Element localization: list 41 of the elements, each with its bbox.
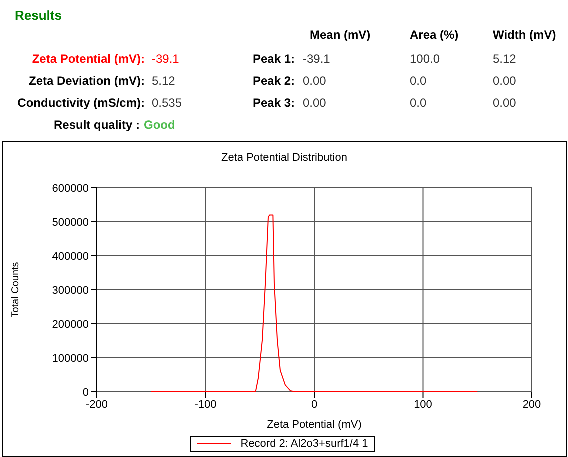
- y-tick-label: 200000: [52, 318, 89, 331]
- text: Conductivity (mS/cm):: [18, 96, 145, 110]
- text: Area (%): [410, 28, 459, 42]
- y-axis-title: Total Counts: [10, 262, 22, 318]
- y-tick-label: 100000: [52, 352, 89, 365]
- text: 0.0: [410, 96, 427, 110]
- text: Good: [144, 118, 176, 132]
- text: Zeta Deviation (mV):: [28, 74, 145, 88]
- line-series: [150, 214, 478, 392]
- y-tick-label: 0: [82, 386, 89, 399]
- y-tick-label: 600000: [52, 182, 89, 195]
- text: Results: [15, 8, 62, 23]
- y-tick-label: 400000: [52, 250, 89, 263]
- chart-title: Zeta Potential Distribution: [220, 152, 348, 164]
- y-tick-label: 500000: [52, 216, 89, 229]
- text: -39.1: [152, 52, 180, 66]
- text: Peak 1:: [252, 52, 295, 66]
- x-tick-label: -100: [194, 398, 217, 411]
- text: 0.535: [152, 96, 182, 110]
- text: Peak 2:: [252, 74, 295, 88]
- text: 100.0: [410, 52, 440, 66]
- text: Peak 3:: [252, 96, 295, 110]
- x-tick-label: -200: [86, 398, 108, 411]
- x-tick-label: 0: [311, 398, 318, 411]
- text: 0.00: [493, 96, 516, 110]
- x-tick-label: 100: [414, 398, 432, 411]
- text: 5.12: [152, 74, 176, 88]
- x-tick-label: 200: [522, 398, 542, 411]
- y-tick-label: 300000: [52, 284, 89, 297]
- x-axis-title: Zeta Potential (mV): [267, 419, 362, 431]
- text: Result quality :: [54, 118, 140, 132]
- text: Mean (mV): [310, 28, 371, 42]
- text: Zeta Potential (mV):: [32, 52, 145, 66]
- text: 5.12: [493, 52, 516, 66]
- text: Width (mV): [493, 28, 556, 42]
- legend-label: Record 2: Al2o3+surf1/4 1: [240, 438, 368, 450]
- text: 0.00: [303, 96, 326, 110]
- text: 0.00: [493, 74, 516, 88]
- text: 0.0: [410, 74, 427, 88]
- text: 0.00: [303, 74, 326, 88]
- text: -39.1: [303, 52, 330, 66]
